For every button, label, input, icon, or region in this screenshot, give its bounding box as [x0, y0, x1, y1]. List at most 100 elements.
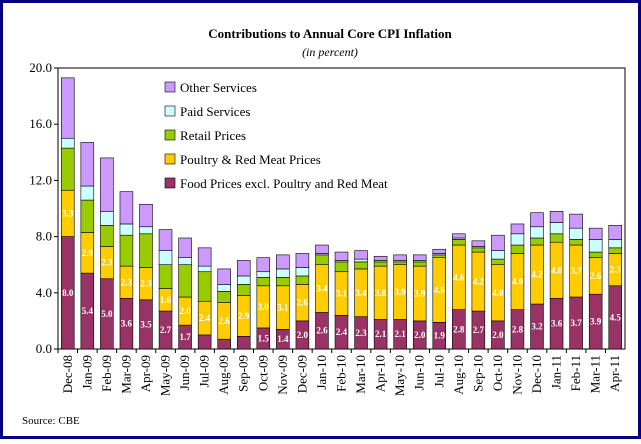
x-tick-label: Jan-11 — [549, 355, 564, 389]
bar-segment — [354, 261, 368, 270]
bar-segment — [178, 257, 192, 265]
x-tick-label: Aug-10 — [451, 355, 466, 395]
bar-segment — [256, 271, 271, 278]
bar-segment — [549, 233, 564, 243]
bar-segment — [217, 284, 231, 292]
x-tick-label: Apr-09 — [138, 355, 153, 392]
value-label: 2.4 — [336, 327, 348, 337]
x-tick-label: Nov-09 — [275, 355, 290, 395]
bar-segment — [549, 222, 564, 235]
bar-segment — [491, 258, 505, 265]
bar-segment — [530, 237, 544, 246]
bar-segment — [80, 185, 95, 201]
bar-segment — [452, 233, 466, 239]
chart-title: Contributions to Annual Core CPI Inflati… — [208, 26, 452, 41]
value-label: 2.3 — [140, 279, 152, 289]
bar-segment — [452, 239, 466, 246]
value-label: 3.1 — [336, 289, 348, 299]
bar-segment — [295, 253, 310, 268]
bar-segment — [334, 261, 349, 273]
bar-segment — [61, 77, 75, 139]
value-label: 2.3 — [355, 328, 367, 338]
value-label: 2.0 — [179, 306, 191, 316]
bar-segment — [393, 261, 407, 266]
bar-segment — [588, 251, 603, 258]
x-tick-label: Mar-11 — [588, 355, 603, 393]
bar-segment — [217, 291, 231, 303]
value-label: 4.2 — [531, 270, 543, 280]
value-label: 4.0 — [551, 265, 563, 275]
bar-segment — [373, 261, 388, 267]
value-label: 3.8 — [375, 288, 387, 298]
bar-segment — [276, 254, 290, 270]
value-label: 3.2 — [531, 322, 543, 332]
bar-segment — [393, 254, 407, 261]
bar-segment — [158, 229, 173, 251]
value-label: 3.9 — [414, 289, 426, 299]
legend-label: Retail Prices — [180, 128, 246, 143]
bar-segment — [100, 211, 114, 226]
x-tick-label: Jun-10 — [412, 355, 427, 390]
x-tick-label: Apr-10 — [373, 355, 388, 392]
bar-segment — [569, 227, 583, 240]
x-tick-label: Jan-10 — [314, 355, 329, 390]
value-label: 2.7 — [473, 325, 485, 335]
bar-segment — [158, 264, 173, 289]
value-label: 1.5 — [258, 333, 270, 343]
value-label: 2.1 — [375, 329, 387, 339]
value-label: 2.3 — [101, 258, 113, 268]
bar-segment — [236, 260, 251, 277]
bar-segment — [354, 258, 368, 263]
legend-swatch — [164, 129, 176, 141]
value-label: 1.6 — [160, 295, 172, 305]
value-label: 2.8 — [453, 324, 465, 334]
bar-segment — [197, 271, 212, 302]
value-label: 3.7 — [570, 318, 582, 328]
bar-segment — [276, 268, 290, 278]
value-label: 1.9 — [434, 331, 446, 341]
value-label: 4.2 — [473, 277, 485, 287]
x-tick-label: Feb-11 — [568, 355, 583, 391]
bar-segment — [61, 147, 75, 191]
bar-segment — [608, 225, 622, 240]
legend-label: Poultry & Red Meat Prices — [180, 152, 321, 167]
value-label: 3.6 — [121, 319, 133, 329]
y-tick-label: 0.0 — [36, 341, 52, 356]
value-label: 5.4 — [82, 306, 94, 316]
value-label: 2.9 — [238, 311, 250, 321]
bar-segment — [61, 137, 75, 149]
bar-segment — [80, 199, 95, 233]
x-tick-label: May-10 — [392, 355, 407, 396]
bar-segment — [471, 247, 486, 253]
x-tick-label: Jul-09 — [197, 355, 212, 388]
legend-swatch — [164, 177, 176, 189]
legend-swatch — [164, 153, 176, 165]
x-tick-label: Nov-10 — [509, 355, 524, 395]
value-label: 2.3 — [121, 277, 133, 287]
source: Source: CBE — [22, 415, 80, 427]
value-label: 5.0 — [101, 309, 113, 319]
bar-segment — [530, 226, 544, 239]
bar-segment — [510, 223, 525, 235]
y-tick-label: 12.0 — [29, 172, 52, 187]
bar-segment — [139, 226, 153, 235]
bar-segment — [510, 233, 525, 246]
x-tick-label: Apr-11 — [607, 355, 622, 392]
bar-segment — [236, 336, 251, 350]
legend-label: Paid Services — [180, 104, 250, 119]
bar-segment — [217, 338, 231, 350]
bar-segment — [276, 277, 290, 287]
bar-segment — [236, 275, 251, 285]
bar-segment — [315, 244, 329, 254]
x-tick-label: May-09 — [158, 355, 173, 396]
x-tick-label: Dec-10 — [529, 355, 544, 393]
bar-segment — [471, 240, 486, 247]
value-label: 2.0 — [492, 330, 504, 340]
x-tick-label: Jan-09 — [79, 355, 94, 390]
value-label: 2.6 — [219, 316, 231, 326]
value-label: 3.7 — [570, 266, 582, 276]
y-tick-label: 20.0 — [29, 60, 52, 75]
bar-segment — [100, 157, 114, 212]
value-label: 4.5 — [610, 312, 622, 322]
